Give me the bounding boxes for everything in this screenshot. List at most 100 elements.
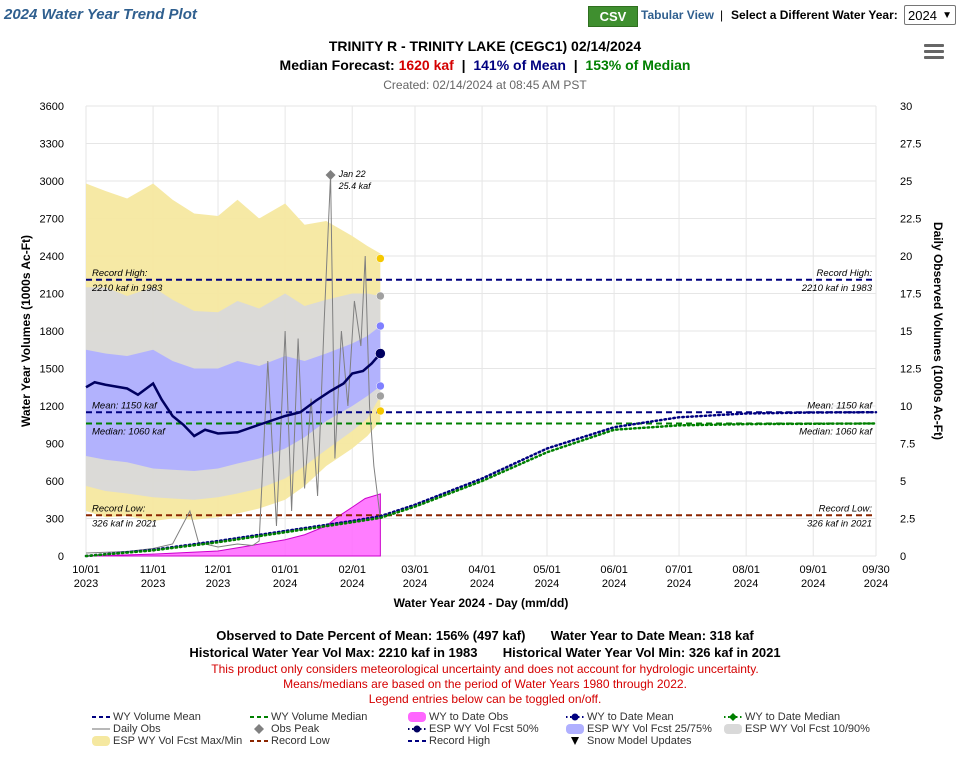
y2-tick-label: 12.5 [900, 364, 921, 376]
legend-label: WY to Date Median [745, 711, 841, 723]
legend-swatch [724, 724, 742, 735]
chevron-down-icon: ▼ [942, 10, 952, 21]
legend-item[interactable]: ESP WY Vol Fcst Max/Min [92, 735, 242, 747]
x-tick-label: 03/01 [401, 564, 429, 576]
legend-label: Record Low [271, 735, 330, 747]
y2-tick-label: 7.5 [900, 439, 915, 451]
y2-axis-title: Daily Observed Volumes (1000s Ac-Ft) [931, 222, 945, 440]
csv-button[interactable]: CSV [588, 6, 638, 27]
x-tick-label: 12/01 [204, 564, 232, 576]
x-tick-year-label: 2024 [667, 578, 691, 590]
legend-item[interactable]: WY Volume Mean [92, 711, 201, 723]
x-tick-label: 08/01 [732, 564, 760, 576]
x-tick-label: 07/01 [665, 564, 693, 576]
y-tick-label: 3300 [40, 139, 64, 151]
record-low-label: Record Low: [92, 503, 146, 514]
legend-label: WY to Date Obs [429, 711, 509, 723]
x-tick-label: 09/01 [799, 564, 827, 576]
y2-tick-label: 0 [900, 551, 906, 563]
subtitle-sep2: | [565, 57, 586, 73]
y-tick-label: 900 [46, 439, 64, 451]
median-label: Median: 1060 kaf [92, 427, 166, 438]
legend-item[interactable]: Record High [408, 735, 490, 747]
wy-to-date-mean: Water Year to Date Mean: 318 kaf [550, 628, 754, 643]
year-select-label: Select a Different Water Year: [731, 8, 898, 22]
legend-label: WY Volume Median [271, 711, 368, 723]
daily-obs-line [85, 174, 381, 554]
y2-tick-label: 30 [900, 101, 912, 113]
legend-swatch [408, 740, 426, 743]
legend-item[interactable]: WY Volume Median [250, 711, 367, 723]
legend-label: Obs Peak [271, 723, 320, 735]
y2-tick-label: 25 [900, 176, 912, 188]
y-tick-label: 1800 [40, 326, 64, 338]
forecast-end-marker [375, 348, 386, 359]
subtitle-prefix: Median Forecast: [279, 57, 399, 73]
page-title: 2024 Water Year Trend Plot [4, 6, 197, 23]
legend-swatch [566, 713, 584, 721]
legend-item[interactable]: ESP WY Vol Fcst 10/90% [724, 723, 870, 735]
legend-label: ESP WY Vol Fcst 10/90% [745, 723, 870, 735]
legend-item[interactable]: Daily Obs [92, 723, 161, 735]
legend-swatch [408, 725, 426, 733]
legend-swatch [566, 724, 584, 735]
x-tick-year-label: 2024 [470, 578, 494, 590]
legend-item[interactable]: WY to Date Obs [408, 711, 508, 723]
obs-peak-value-label: 25.4 kaf [338, 181, 373, 191]
created-timestamp: Created: 02/14/2024 at 08:45 AM PST [383, 78, 587, 92]
legend-swatch [250, 716, 268, 719]
year-select[interactable]: 2024 ▼ [904, 5, 956, 25]
record-high-sub-label-right: 2210 kaf in 1983 [801, 283, 873, 294]
y-tick-label: 3600 [40, 101, 64, 113]
legend-item[interactable]: ESP WY Vol Fcst 50% [408, 723, 539, 735]
forecast-end-marker [376, 406, 385, 416]
y-tick-label: 2700 [40, 214, 64, 226]
legend-item[interactable]: WY to Date Median [724, 711, 840, 723]
legend-swatch [92, 728, 110, 730]
x-tick-year-label: 2024 [403, 578, 427, 590]
legend-label: Record High [429, 735, 491, 747]
x-tick-year-label: 2024 [864, 578, 888, 590]
legend-item[interactable]: Snow Model Updates [566, 735, 692, 747]
x-tick-label: 10/01 [72, 564, 100, 576]
legend-swatch [408, 712, 426, 723]
y-tick-label: 300 [46, 514, 64, 526]
x-tick-label: 05/01 [533, 564, 561, 576]
y-tick-label: 2400 [40, 251, 64, 263]
hamburger-menu-icon[interactable] [924, 44, 944, 60]
legend-item[interactable]: Record Low [250, 735, 330, 747]
legend-item[interactable]: Obs Peak [250, 723, 319, 735]
y-tick-label: 3000 [40, 176, 64, 188]
summary-line-1: Observed to Date Percent of Mean: 156% (… [0, 628, 970, 643]
x-tick-label: 01/01 [271, 564, 299, 576]
legend-swatch [254, 724, 264, 735]
x-tick-label: 06/01 [600, 564, 628, 576]
subtitle-sep1: | [453, 57, 474, 73]
obs-peak-date-label: Jan 22 [338, 169, 366, 179]
legend-item[interactable]: WY to Date Mean [566, 711, 674, 723]
y2-tick-label: 22.5 [900, 214, 921, 226]
chart-subtitle: Median Forecast: 1620 kaf | 141% of Mean… [0, 57, 970, 73]
tabular-view-link[interactable]: Tabular View [641, 8, 714, 22]
forecast-end-marker [376, 381, 385, 391]
forecast-end-marker [376, 254, 385, 263]
obs-peak-marker [325, 170, 336, 180]
forecast-end-marker [376, 321, 385, 331]
legend-label: WY to Date Mean [587, 711, 674, 723]
separator: | [720, 8, 724, 22]
legend-item[interactable]: ESP WY Vol Fcst 25/75% [566, 723, 712, 735]
historical-min: Historical Water Year Vol Min: 326 kaf i… [502, 645, 781, 660]
x-axis-title: Water Year 2024 - Day (mm/dd) [394, 596, 569, 610]
y2-tick-label: 10 [900, 401, 912, 413]
y-axis-title: Water Year Volumes (1000s Ac-Ft) [19, 235, 33, 427]
note-uncertainty: This product only considers meteorologic… [211, 662, 759, 676]
x-tick-year-label: 2024 [535, 578, 559, 590]
x-tick-year-label: 2024 [602, 578, 626, 590]
legend-swatch [92, 716, 110, 719]
legend-label: ESP WY Vol Fcst 50% [429, 723, 539, 735]
y-tick-label: 600 [46, 476, 64, 488]
legend-label: ESP WY Vol Fcst 25/75% [587, 723, 712, 735]
median-forecast-value: 1620 kaf [398, 57, 454, 73]
x-tick-label: 02/01 [338, 564, 366, 576]
x-tick-year-label: 2024 [734, 578, 758, 590]
